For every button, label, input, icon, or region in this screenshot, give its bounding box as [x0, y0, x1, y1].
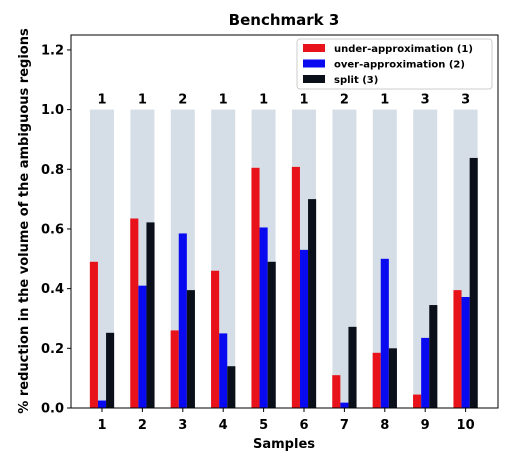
legend-label-series-2: over-approximation (2) [334, 60, 465, 71]
y-axis-label: % reduction in the volume of the ambiguo… [17, 28, 32, 414]
bar-series-1 [372, 352, 381, 408]
best-label: 2 [178, 93, 187, 108]
best-label: 3 [421, 93, 430, 108]
legend-label-series-1: under-approximation (1) [334, 44, 473, 55]
x-axis: 1 2 3 4 5 6 7 8 9 10 [97, 408, 475, 433]
bar-series-1 [413, 394, 422, 408]
best-label: 1 [219, 93, 228, 108]
best-labels: 1 1 2 1 1 1 2 1 3 3 [97, 93, 470, 108]
bar-series-3 [267, 261, 276, 408]
bar-series-2 [421, 337, 430, 408]
bar-series-3 [106, 332, 115, 408]
x-tick-label: 9 [421, 418, 430, 433]
bar-series-3 [348, 326, 357, 408]
y-tick-label: 0.4 [41, 282, 64, 297]
bar-series-3 [388, 348, 397, 408]
legend-swatch-series-1 [303, 44, 325, 52]
x-tick-label: 6 [299, 418, 308, 433]
bar-series-2 [259, 227, 268, 408]
legend-swatch-series-3 [303, 75, 325, 83]
bar-series-1 [453, 290, 462, 408]
bar-series-1 [291, 166, 300, 408]
legend-label-series-3: split (3) [334, 75, 378, 86]
bar-series-3 [146, 222, 155, 408]
data-bars [89, 157, 478, 408]
best-label: 1 [299, 93, 308, 108]
best-label: 2 [340, 93, 349, 108]
y-tick-label: 1.2 [41, 43, 64, 58]
bar-series-3 [227, 366, 236, 408]
best-label: 1 [259, 93, 268, 108]
bar-series-3 [469, 157, 478, 408]
bar-series-2 [178, 233, 187, 408]
x-tick-label: 7 [340, 418, 349, 433]
bar-series-3 [429, 305, 438, 408]
bar-series-2 [380, 258, 389, 408]
best-label: 1 [97, 93, 106, 108]
x-tick-label: 1 [97, 418, 106, 433]
bar-series-2 [97, 400, 107, 408]
best-label: 1 [380, 93, 389, 108]
x-tick-label: 5 [259, 418, 268, 433]
best-label: 3 [461, 93, 470, 108]
y-axis: 0.0 0.2 0.4 0.6 0.8 1.0 1.2 [41, 43, 71, 417]
best-label: 1 [138, 93, 147, 108]
plot-frame [70, 34, 499, 409]
bar-series-1 [170, 330, 179, 408]
chart-title: Benchmark 3 [229, 11, 340, 29]
y-tick-label: 1.0 [41, 103, 64, 118]
bar-series-1 [251, 167, 260, 408]
bar-series-1 [332, 375, 341, 408]
legend-swatch-series-2 [303, 59, 325, 68]
bar-series-2 [340, 402, 349, 408]
x-tick-label: 10 [457, 418, 475, 433]
y-tick-label: 0.6 [41, 222, 64, 237]
bar-series-3 [186, 290, 195, 408]
bar-series-2 [138, 285, 147, 408]
legend-box [296, 38, 493, 90]
y-tick-label: 0.2 [41, 342, 64, 357]
bar-series-2 [461, 296, 470, 408]
x-axis-label: Samples [253, 437, 315, 452]
bar-series-1 [89, 261, 98, 408]
y-tick-label: 0.8 [41, 163, 64, 178]
x-tick-label: 2 [138, 418, 147, 433]
bar-series-1 [211, 270, 220, 408]
bar-series-2 [299, 249, 309, 408]
bar-series-3 [308, 199, 317, 408]
x-tick-label: 3 [178, 418, 187, 433]
bar-series-2 [219, 333, 228, 408]
bar-series-1 [130, 218, 139, 408]
legend: under-approximation (1) over-approximatio… [296, 38, 493, 90]
x-tick-label: 8 [380, 418, 389, 433]
x-tick-label: 4 [219, 418, 228, 433]
y-tick-label: 0.0 [41, 402, 64, 417]
